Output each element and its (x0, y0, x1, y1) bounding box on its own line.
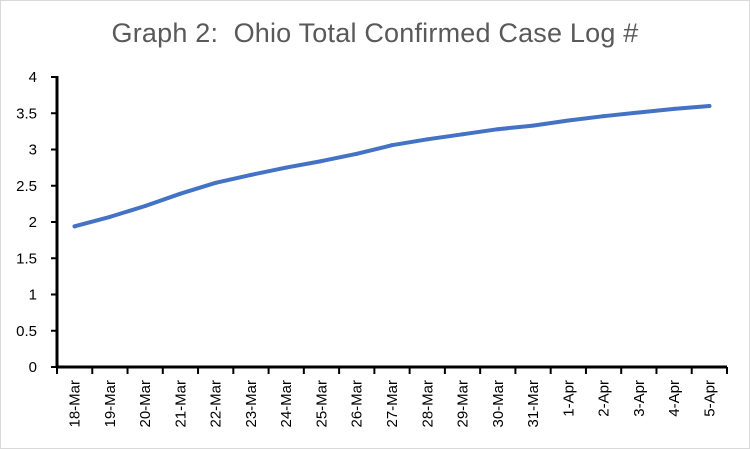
y-tick-label: 2.5 (16, 178, 37, 195)
y-tick-label: 3 (29, 142, 37, 159)
data-point (636, 110, 641, 115)
data-point (390, 143, 394, 148)
data-point (178, 191, 183, 196)
data-point (495, 127, 500, 132)
x-tick-label: 4-Apr (666, 380, 683, 417)
x-tick-label: 29-Mar (455, 380, 472, 428)
x-tick-label: 21-Mar (172, 380, 189, 428)
x-tick-label: 26-Mar (349, 380, 366, 428)
y-tick-label: 4 (29, 69, 37, 86)
x-tick-label: 5-Apr (701, 380, 718, 417)
x-tick-label: 24-Mar (278, 380, 295, 428)
x-tick-label: 31-Mar (525, 380, 542, 428)
x-axis-tick-labels: 18-Mar 19-Mar 20-Mar 21-Mar 22-Mar 23-Mar 24-M… (67, 380, 719, 428)
y-tick-label: 1 (29, 287, 37, 304)
y-axis-tick-labels: 0 0.5 1 1.5 2 2.5 3 3.5 4 (16, 69, 37, 376)
x-tick-label: 20-Mar (137, 380, 154, 428)
x-tick-label: 23-Mar (243, 380, 260, 428)
data-point (284, 165, 289, 170)
data-point (707, 104, 712, 108)
data-point (354, 151, 359, 156)
data-point (460, 132, 465, 137)
x-tick-label: 18-Mar (67, 380, 84, 428)
chart-title: Graph 2: Ohio Total Confirmed Case Log # (111, 18, 639, 48)
data-point (143, 204, 148, 209)
y-tick-label: 0.5 (16, 323, 37, 340)
x-tick-label: 3-Apr (631, 380, 648, 417)
x-tick-label: 28-Mar (419, 380, 436, 428)
data-point (425, 137, 430, 142)
x-tick-label: 19-Mar (102, 380, 119, 428)
data-point (319, 159, 324, 164)
x-tick-label: 2-Apr (596, 380, 613, 417)
data-point (213, 180, 218, 185)
data-point (72, 224, 77, 229)
series-layer (72, 104, 712, 229)
x-tick-label: 25-Mar (313, 380, 330, 428)
x-tick-label: 22-Mar (208, 380, 225, 428)
series-line (72, 104, 712, 229)
x-tick-label: 30-Mar (490, 380, 507, 428)
data-point (107, 214, 112, 219)
x-tick-label: 27-Mar (384, 380, 401, 428)
data-point (531, 123, 536, 128)
data-point (248, 172, 253, 177)
y-tick-label: 1.5 (16, 250, 37, 267)
y-tick-label: 3.5 (16, 105, 37, 122)
data-point (566, 118, 571, 123)
data-point (672, 106, 677, 111)
data-point (601, 114, 606, 119)
y-tick-label: 2 (29, 214, 37, 231)
x-tick-label: 1-Apr (560, 380, 577, 417)
y-tick-label: 0 (29, 359, 37, 376)
